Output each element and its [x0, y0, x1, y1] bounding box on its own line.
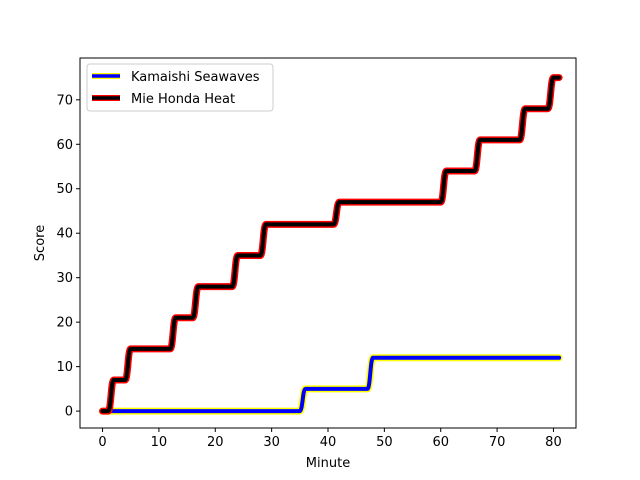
series-layer — [99, 74, 563, 415]
x-tick-label: 70 — [489, 435, 506, 450]
series-line-mie-honda-heat — [100, 75, 562, 414]
y-tick-label: 20 — [56, 316, 73, 331]
series-line-kamaishi-seawaves — [100, 355, 562, 414]
x-tick-label: 50 — [376, 435, 393, 450]
legend-box — [86, 63, 274, 112]
x-axis-ticks: 0 10 20 30 40 50 60 70 80 — [98, 428, 562, 450]
x-tick-label: 20 — [207, 435, 224, 450]
x-tick-label: 60 — [432, 435, 449, 450]
y-tick-label: 40 — [56, 227, 73, 242]
x-tick-label: 0 — [98, 435, 106, 450]
x-axis-label: Minute — [306, 456, 350, 471]
x-tick-label: 30 — [263, 435, 280, 450]
x-tick-label: 80 — [545, 435, 562, 450]
x-tick-label: 10 — [151, 435, 168, 450]
legend-label-mie-honda-heat: Mie Honda Heat — [131, 92, 235, 107]
legend-label-kamaishi-seawaves: Kamaishi Seawaves — [131, 70, 260, 85]
y-axis-label: Score — [33, 225, 48, 261]
y-tick-label: 50 — [56, 182, 73, 197]
legend: Kamaishi Seawaves Mie Honda Heat — [86, 63, 274, 112]
y-tick-label: 60 — [56, 138, 73, 153]
x-tick-label: 40 — [320, 435, 337, 450]
y-tick-label: 0 — [65, 405, 73, 420]
y-tick-label: 10 — [56, 360, 73, 375]
y-tick-label: 70 — [56, 93, 73, 108]
y-axis-ticks: 0 10 20 30 40 50 60 70 — [56, 93, 80, 420]
y-tick-label: 30 — [56, 271, 73, 286]
